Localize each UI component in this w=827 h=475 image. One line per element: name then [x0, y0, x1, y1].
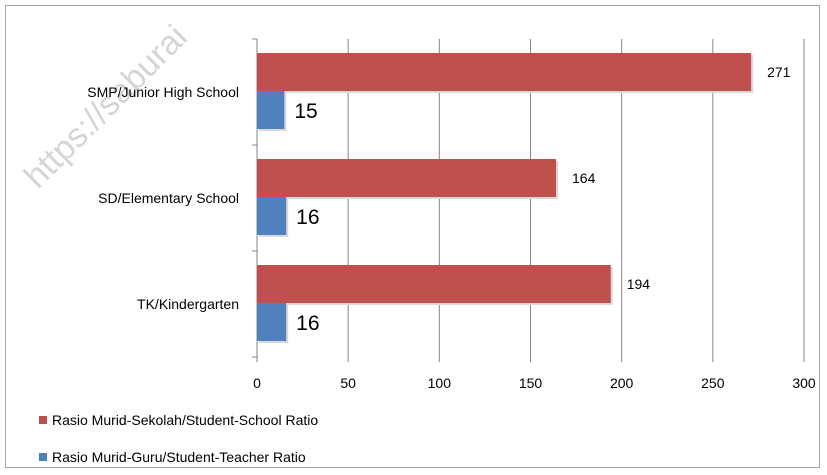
legend-swatch — [39, 453, 47, 461]
x-tick-label: 300 — [792, 375, 816, 391]
watermark: https://saburai — [17, 18, 195, 196]
watermark-text: https://saburai — [17, 18, 195, 196]
bar — [257, 91, 285, 129]
data-label: 271 — [767, 64, 791, 80]
bar — [257, 303, 287, 341]
axes: 0 50 100 150 200 250 300 SMP/Junior High School… — [87, 38, 816, 391]
bar — [257, 53, 752, 91]
legend-label: Rasio Murid-Guru/Student-Teacher Ratio — [52, 449, 306, 465]
bar — [257, 159, 557, 197]
x-tick-label: 50 — [340, 375, 356, 391]
data-label: 16 — [296, 312, 319, 335]
category-label: SMP/Junior High School — [87, 84, 239, 100]
x-tick-label: 150 — [519, 375, 543, 391]
x-tick-label: 250 — [701, 375, 725, 391]
category-label: SD/Elementary School — [98, 190, 239, 206]
legend: Rasio Murid-Sekolah/Student-School Ratio… — [39, 412, 318, 465]
data-label: 15 — [294, 100, 317, 123]
data-labels: 271 15 164 16 194 16 — [294, 64, 790, 335]
x-tick-label: 0 — [253, 375, 261, 391]
bar — [257, 265, 611, 303]
legend-label: Rasio Murid-Sekolah/Student-School Ratio — [52, 412, 318, 428]
data-label: 16 — [296, 206, 319, 229]
x-tick-label: 200 — [610, 375, 634, 391]
bars — [257, 53, 754, 343]
legend-swatch — [39, 416, 47, 424]
data-label: 194 — [627, 276, 651, 292]
category-label: TK/Kindergarten — [137, 296, 239, 312]
data-label: 164 — [572, 170, 596, 186]
x-tick-label: 100 — [428, 375, 452, 391]
bar — [257, 197, 287, 235]
